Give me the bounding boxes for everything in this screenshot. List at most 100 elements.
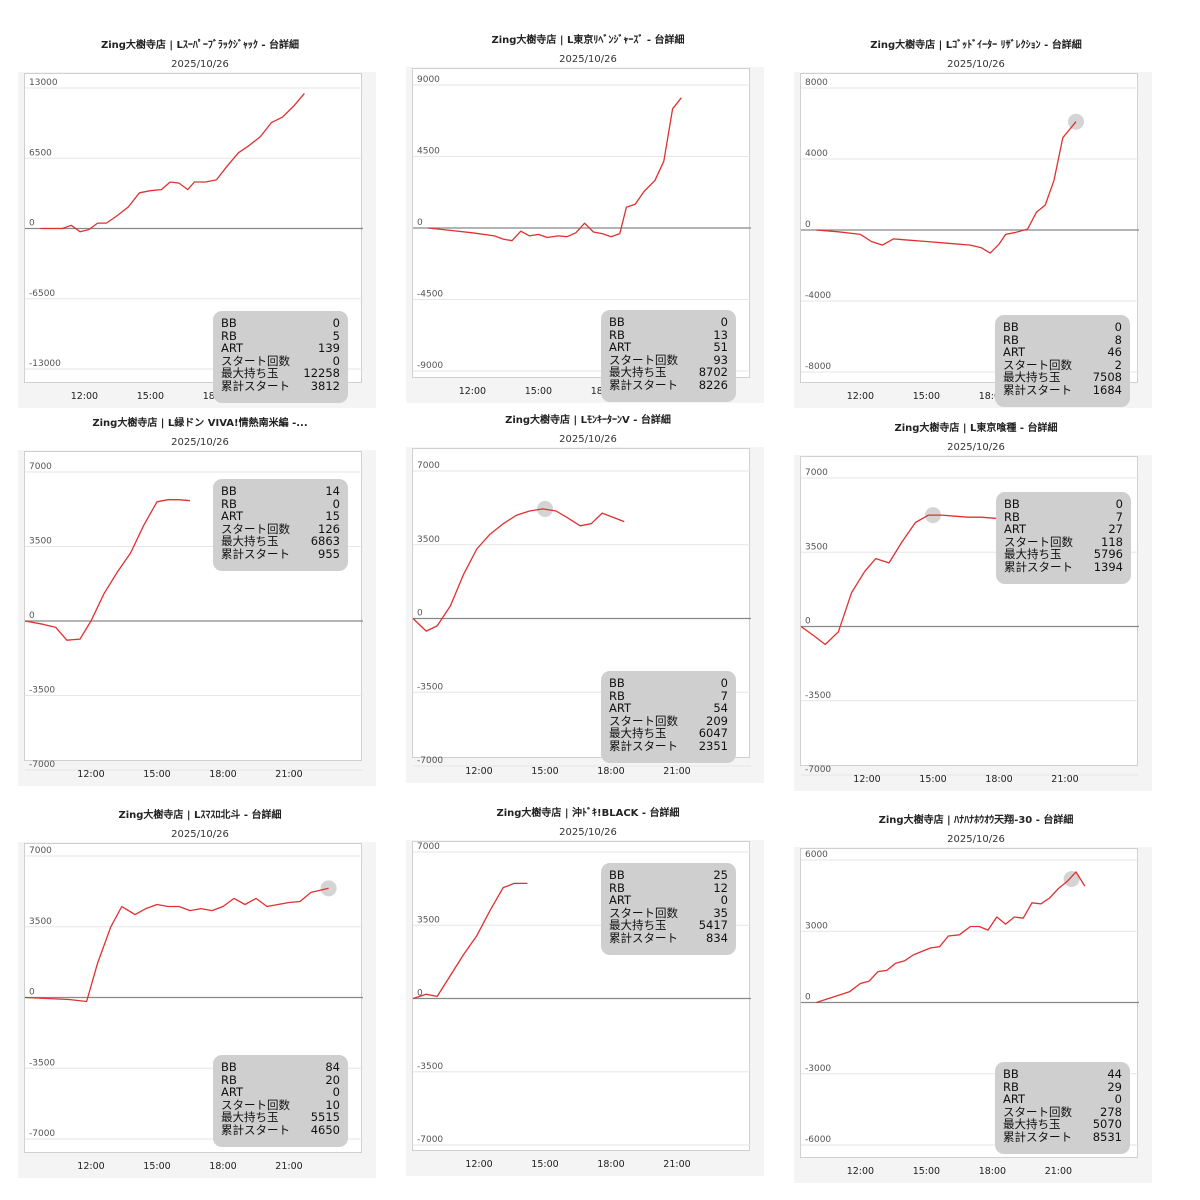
x-tick-label: 15:00 (143, 1161, 170, 1172)
stat-label: ART (609, 701, 632, 715)
y-tick-label: 0 (417, 609, 423, 619)
plot-area: 1300065000-6500-1300012:0015:0018:0021:0… (24, 73, 363, 403)
stat-label: BB (221, 1060, 237, 1074)
series-line (816, 121, 1077, 254)
stat-value: 0 (332, 496, 340, 511)
chart-date: 2025/10/26 (947, 834, 1005, 845)
stat-row: BB 0 (1003, 321, 1122, 334)
chart-title: Zing大樹寺店 | L緑ドン VIVA!情熱南米編 -... (92, 418, 308, 429)
y-tick-label: -7000 (29, 760, 55, 770)
stat-label: 最大持ち玉 (221, 366, 279, 380)
chart-title: Zing大樹寺店 | Lｺﾞｯﾄﾞｲｰﾀｰ ﾘｻﾞﾚｸｼｮﾝ - 台詳細 (870, 40, 1082, 51)
stat-row: 最大持ち玉 5417 (609, 919, 728, 932)
chart-frame: 7000 3500 0 -3500 -7000 12:00 15:00 18:00 21:00 B… (18, 842, 376, 1178)
chart-frame: 800040000-4000-800012:0015:0018:0021:00B… (794, 72, 1152, 408)
stat-value: 8 (1114, 332, 1122, 347)
chart-date: 2025/10/26 (559, 434, 617, 445)
stat-value: 6047 (698, 726, 728, 740)
stat-value: 8226 (698, 377, 728, 392)
y-tick-label: 7000 (805, 468, 828, 478)
y-tick-label: 0 (805, 220, 811, 230)
chart-title: Zing大樹寺店 | ﾊﾅﾊﾅﾎｳｵｳ天翔-30 - 台詳細 (878, 815, 1074, 826)
stat-value: 7508 (1092, 370, 1122, 384)
stat-value: 0 (720, 676, 728, 690)
stat-label: 最大持ち玉 (221, 534, 279, 548)
y-tick-label: 0 (805, 993, 811, 1003)
x-tick-label: 21:00 (275, 769, 302, 780)
chart-panel: Zing大樹寺店 | Lｽﾏｽﾛ北斗 - 台詳細 2025/10/26 7000 35… (12, 800, 388, 1178)
line-chart: 7000 3500 0 -3500 -7000 12:00 15:00 18:00 21:00 (24, 462, 363, 780)
x-tick-label: 15:00 (143, 769, 170, 780)
chart-panel: Zing大樹寺店 | 沖ﾄﾞｷ!BLACK - 台詳細 2025/10/26 700… (400, 798, 776, 1176)
line-chart: 7000 3500 0 -3500 -7000 12:00 15:00 18:00 21:00 (800, 468, 1139, 785)
y-tick-label: -7000 (805, 765, 831, 775)
chart-panel: Zing大樹寺店 | Lｺﾞｯﾄﾞｲｰﾀｰ ﾘｻﾞﾚｸｼｮﾝ - 台詳細 2025… (788, 30, 1164, 408)
plot-area: 6000 3000 0 -3000 -6000 12:00 15:00 18:00 21:00 B… (800, 848, 1139, 1177)
stat-row: BB 14 (221, 485, 340, 498)
stat-label: 最大持ち玉 (609, 918, 667, 932)
stat-row: BB 44 (1003, 1068, 1122, 1081)
plot-area: 800040000-4000-800012:0015:0018:0021:00B… (800, 73, 1139, 407)
stat-label: BB (1003, 1067, 1019, 1081)
stat-label: 累計スタート (609, 930, 678, 945)
x-tick-label: 15:00 (525, 386, 552, 397)
stat-label: 最大持ち玉 (609, 365, 667, 379)
stat-value: 12 (713, 880, 728, 895)
stat-row: BB 0 (609, 316, 728, 329)
stat-row: RB 7 (609, 689, 728, 703)
stat-label: 累計スタート (1004, 559, 1073, 574)
y-tick-label: -3500 (417, 1062, 443, 1072)
stat-value: 4650 (310, 1122, 340, 1137)
chart-frame: 7000 3500 0 -3500 -7000 12:00 15:00 18:00 21:00 B… (794, 455, 1152, 791)
x-tick-label: 15:00 (531, 1159, 558, 1170)
stat-label: 累計スタート (221, 1122, 290, 1137)
x-tick-label: 18:00 (597, 1159, 624, 1170)
stat-row: スタート回数 93 (609, 353, 728, 367)
stat-label: ART (221, 1085, 244, 1099)
y-tick-label: 3500 (417, 915, 440, 925)
stat-row: 累計スタート 1684 (1003, 383, 1122, 397)
stat-value: 51 (713, 340, 728, 354)
stat-label: BB (221, 316, 237, 330)
chart-panel: Zing大樹寺店 | L東京喰種 - 台詳細 2025/10/26 7000 3500… (788, 413, 1164, 791)
stat-row: ART 15 (221, 510, 340, 523)
stat-value: 8531 (1092, 1129, 1122, 1144)
chart-panel: Zing大樹寺店 | L緑ドン VIVA!情熱南米編 -... 2025/10/2… (12, 408, 388, 786)
y-tick-label: -3500 (805, 691, 831, 701)
chart-date: 2025/10/26 (171, 59, 229, 70)
x-tick-label: 18:00 (979, 391, 1006, 402)
stat-row: ART 0 (221, 1086, 340, 1099)
y-tick-label: -9000 (417, 361, 443, 371)
x-tick-label: 12:00 (853, 774, 880, 785)
y-tick-label: 6000 (805, 850, 828, 860)
stat-row: BB 0 (609, 677, 728, 690)
stat-row: 最大持ち玉 7508 (1003, 371, 1122, 384)
chart-title: Zing大樹寺店 | Lｽｰﾊﾟｰﾌﾞﾗｯｸｼﾞｬｯｸ - 台詳細 (100, 40, 300, 51)
x-tick-label: 12:00 (465, 766, 492, 777)
stat-label: スタート回数 (221, 353, 290, 368)
chart-frame: 7000 3500 0 -3500 -7000 12:00 15:00 18:00 21:00 B… (406, 447, 764, 783)
stat-value: 29 (1107, 1079, 1122, 1094)
y-tick-label: 7000 (417, 461, 440, 471)
stat-label: RB (221, 496, 237, 511)
stat-row: RB 29 (1003, 1079, 1122, 1094)
x-tick-label: 15:00 (913, 1166, 940, 1177)
stat-label: ART (1003, 1092, 1026, 1106)
stat-value: 27 (1108, 522, 1123, 536)
stat-value: 5417 (698, 918, 728, 932)
stat-value: 5070 (1092, 1117, 1122, 1131)
stat-label: スタート回数 (221, 521, 290, 536)
stat-value: 0 (332, 1085, 340, 1099)
stat-row: 累計スタート 834 (609, 930, 728, 945)
chart-date: 2025/10/26 (559, 54, 617, 65)
stat-value: 278 (1100, 1104, 1122, 1119)
x-tick-label: 12:00 (77, 1161, 104, 1172)
stat-label: RB (221, 1072, 237, 1087)
y-tick-label: -3500 (29, 1058, 55, 1068)
stats-box: BB 0 RB 7 ART 27 スタート回数 118 最大持ち玉 5796 累計スタート 1394 (996, 492, 1131, 584)
stat-value: 46 (1107, 345, 1122, 359)
stat-value: 6863 (310, 534, 340, 548)
stat-row: BB 0 (221, 317, 340, 330)
x-tick-label: 18:00 (979, 1166, 1006, 1177)
stat-value: 0 (1115, 497, 1123, 511)
